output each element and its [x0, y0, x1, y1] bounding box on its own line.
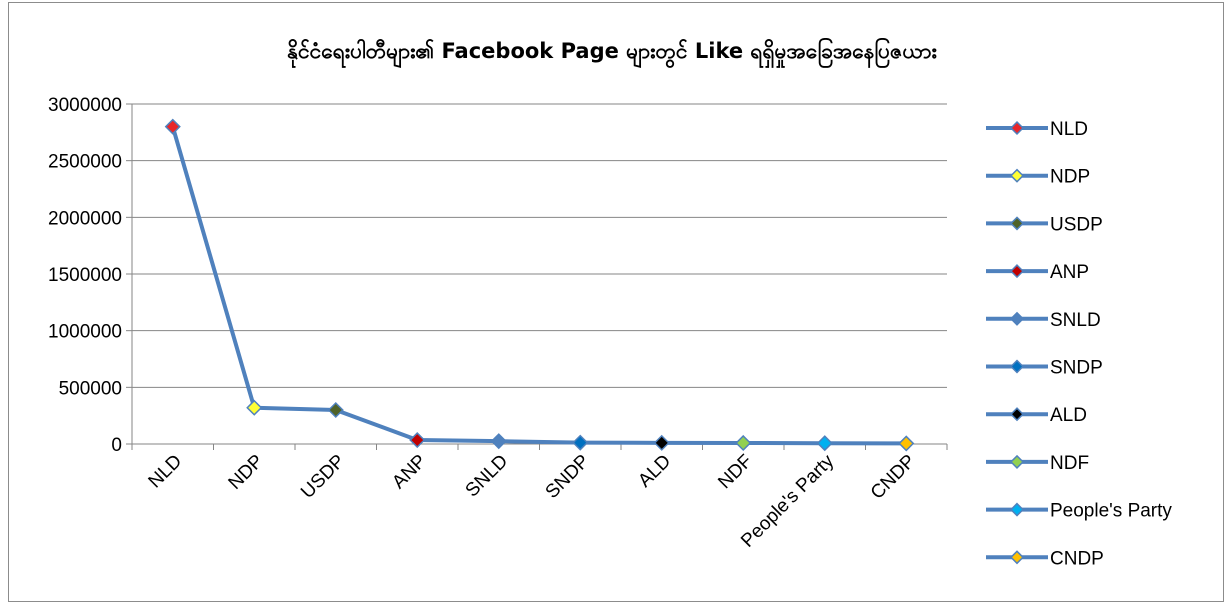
y-tick-label: 1000000: [48, 322, 122, 343]
x-tick-label: SNLD: [462, 451, 513, 502]
legend: NLD NDP USDP ANP SNLD SNDP ALD NDF People's Part…: [986, 119, 1172, 569]
legend-label: NLD: [1050, 119, 1088, 140]
x-tick-label: NDP: [225, 451, 268, 494]
y-tick-label: 0: [111, 435, 122, 456]
x-tick-label: NLD: [145, 451, 187, 493]
y-axis: 0 500000 1000000 1500000 2000000 2500000 30000…: [48, 95, 133, 456]
chart-title: နိုင်ငံရေးပါတီများ၏ Facebook Page များတွ…: [287, 36, 937, 69]
legend-label: NDP: [1050, 167, 1090, 188]
y-tick-label: 500000: [59, 378, 122, 399]
x-tick-label: NDF: [714, 451, 756, 493]
legend-marker: [1009, 359, 1025, 374]
legend-label: CNDP: [1050, 548, 1104, 569]
legend-marker: [1009, 216, 1025, 231]
legend-marker: [1009, 502, 1025, 517]
legend-label: ALD: [1050, 405, 1087, 426]
x-tick-label: ANP: [388, 451, 430, 493]
legend-marker: [1009, 407, 1025, 422]
line-chart: နိုင်ငံရေးပါတီများ၏ Facebook Page များတွ…: [48, 36, 1172, 569]
data-point: [164, 118, 181, 135]
data-point: [816, 435, 833, 452]
legend-marker: [1009, 168, 1025, 183]
data-point: [327, 401, 344, 419]
series-line: [164, 118, 915, 452]
legend-marker: [1009, 264, 1025, 279]
legend-label: People's Party: [1050, 501, 1172, 522]
data-point: [572, 434, 589, 451]
y-tick-label: 2500000: [48, 152, 122, 173]
y-tick-label: 1500000: [48, 265, 122, 286]
chart-frame: နိုင်ငံရေးပါတီများ၏ Facebook Page များတွ…: [8, 2, 1224, 602]
x-tick-label: CNDP: [867, 451, 920, 504]
series-path: [170, 126, 907, 446]
data-point: [409, 431, 426, 449]
legend-marker: [1009, 454, 1025, 469]
legend-label: ANP: [1050, 262, 1089, 283]
data-point: [898, 435, 915, 452]
x-tick-label: ALD: [634, 451, 675, 492]
y-tick-label: 3000000: [48, 95, 122, 116]
legend-marker: [1009, 311, 1025, 326]
y-tick-label: 2000000: [48, 208, 122, 229]
legend-marker: [1009, 120, 1025, 136]
data-point: [246, 399, 263, 416]
gridlines: [132, 103, 947, 445]
legend-label: USDP: [1050, 214, 1103, 235]
legend-label: NDF: [1050, 453, 1089, 474]
x-tick-label: SNDP: [542, 451, 594, 503]
data-point: [490, 433, 507, 450]
legend-label: SNDP: [1050, 358, 1103, 379]
legend-label: SNLD: [1050, 310, 1101, 331]
legend-marker: [1009, 550, 1025, 565]
x-tick-label: USDP: [297, 451, 349, 503]
data-point: [735, 434, 752, 452]
data-point: [653, 434, 670, 451]
